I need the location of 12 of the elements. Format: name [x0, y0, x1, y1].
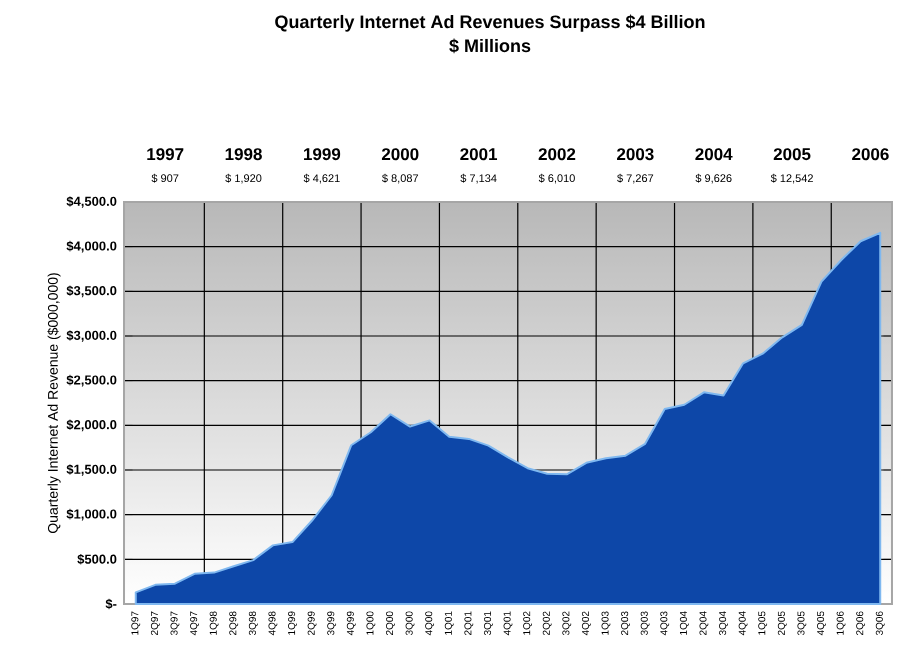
text: 2006: [852, 148, 889, 161]
text: 2001: [460, 148, 498, 161]
chart-subtitle: $ Millions: [449, 38, 531, 54]
text: 2000: [381, 148, 419, 161]
text: 2005: [773, 148, 811, 161]
text: 2004: [695, 148, 733, 161]
text: 2002: [538, 148, 576, 161]
chart-title: Quarterly Internet Ad Revenues Surpass $4 Billion: [275, 14, 705, 32]
text: 1999: [304, 148, 341, 161]
text: 2003: [617, 148, 654, 161]
text: 1997: [147, 148, 184, 161]
text: 1998: [225, 148, 262, 161]
